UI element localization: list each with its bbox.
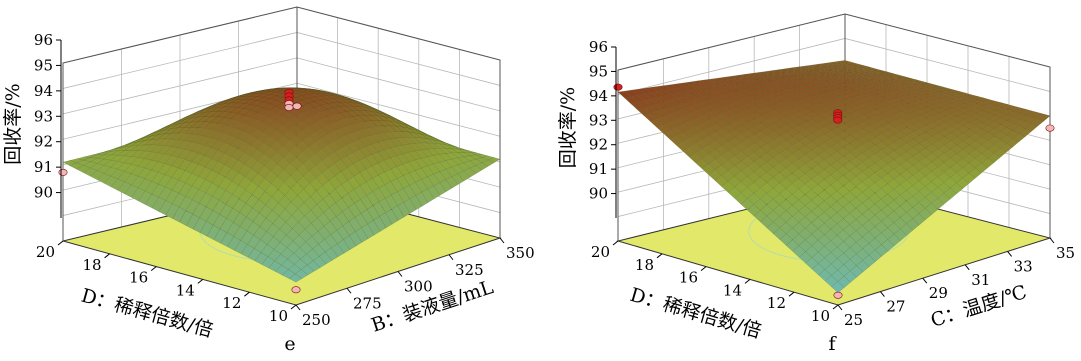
panel-f-z-tick-label: 93 [589,111,608,129]
panel-e-x-tick-mark [448,254,454,261]
panel-e-y-tick-mark [150,266,157,271]
panel-f-design-point [833,291,843,299]
panel-e-y-tick-label: 10 [269,307,288,325]
panel-e-z-axis-title: 回收率/% [2,83,24,164]
panel-f-z-tick-label: 94 [589,87,608,105]
panel-f-surface [617,60,1051,293]
panel-f-x-tick-label: 29 [929,284,948,302]
panel-e-x-tick-mark [346,287,352,294]
panel-f-x-tick-label: 31 [971,271,990,289]
panel-e-design-point [58,168,68,176]
panel-f-y-tick-label: 14 [723,281,742,299]
panel-e-z-tick-label: 95 [34,56,53,74]
panel-e-y-axis-title: D：稀释倍数/倍 [79,285,216,342]
panel-e-x-tick-label: 250 [302,311,331,329]
panel-e-surface [62,87,501,283]
panel-f-z-tick-label: 92 [589,136,608,154]
panel-e-z-tick-label: 96 [34,31,53,49]
panel-f-design-point [833,116,843,124]
panel-e-design-point [291,286,301,294]
panel-f-design-point [613,83,623,91]
panel-f-y-tick-label: 20 [591,243,610,261]
panel-e-x-tick-mark [397,271,403,277]
panel-e-z-tick-label: 93 [34,107,53,125]
panel-f-y-tick-mark [612,240,619,246]
panel-e-z-tick-label: 91 [34,158,53,176]
panel-f-x-tick-mark [880,291,885,297]
panel-f: 96 95 94 93 92 91 90 回收率/% 25 27 29 31 33 35 10 12 14 16 1… [557,13,1075,355]
panel-f-y-tick-mark [832,304,839,310]
panel-f-x-tick-mark [922,277,928,284]
panel-e-design-point [284,103,294,111]
panel-e-y-tick-label: 20 [36,243,55,261]
panel-e-y-tick-label: 16 [129,269,148,287]
panel-f-y-tick-mark [700,266,707,271]
panel-f-y-axis-title: D：稀释倍数/倍 [627,284,763,343]
panel-e: 96 95 94 93 92 91 90 回收率/% 250 275 300 325 350 10 12 14… [2,6,535,355]
panel-f-x-tick-label: 27 [886,298,905,316]
panel-e-x-tick-label: 300 [404,278,433,296]
panel-e-z-tick-label: 94 [34,82,53,100]
panel-e-y-tick-mark [290,304,297,310]
panel-f-z-tick-label: 96 [589,38,608,56]
panel-e-x-tick-label: 325 [455,261,484,279]
panel-f-y-tick-label: 10 [811,307,830,325]
panel-e-y-tick-label: 18 [83,256,102,274]
panel-f-x-tick-label: 33 [1014,257,1033,275]
panel-f-x-tick-mark [837,304,843,311]
panel-f-x-tick-mark [964,264,970,271]
panel-f-x-tick-mark [1049,237,1055,244]
panel-f-surface-cell [831,281,845,293]
panel-f-y-tick-mark [744,279,751,284]
panel-e-z-tick-label: 90 [34,184,53,202]
panel-f-z-tick-label: 90 [589,185,608,203]
panel-e-z-tick-label: 92 [34,133,53,151]
panel-f-x-tick-mark [1007,251,1012,257]
panel-e-design-point [292,102,302,110]
panel-f-y-tick-label: 12 [767,294,786,312]
panel-f-panel-label: f [828,333,837,355]
panel-f-x-tick-label: 25 [844,311,863,329]
panel-e-y-tick-mark [244,291,250,297]
panel-e-y-tick-label: 12 [222,294,241,312]
panel-f-y-tick-label: 16 [679,269,698,287]
panel-f-design-point [1045,124,1055,132]
panel-e-x-tick-label: 275 [353,294,382,312]
panel-f-y-tick-mark [656,253,663,259]
panel-e-x-tick-mark [295,304,301,311]
panel-f-z-axis-title: 回收率/% [557,87,579,168]
panel-f-z-tick-label: 91 [589,160,608,178]
panel-e-y-tick-mark [57,240,64,246]
panel-f-y-tick-label: 18 [635,256,654,274]
panel-f-z-tick-label: 95 [589,62,608,80]
panel-e-x-tick-label: 350 [506,244,535,262]
panel-f-x-tick-label: 35 [1056,244,1075,262]
panel-e-panel-label: e [284,333,295,355]
panel-e-y-tick-mark [197,279,204,284]
panel-e-y-tick-mark [104,253,110,259]
panel-e-surface-cell [288,273,303,283]
panel-e-x-tick-mark [499,237,505,244]
panel-f-y-tick-mark [788,291,795,297]
panel-e-y-tick-label: 14 [176,281,195,299]
